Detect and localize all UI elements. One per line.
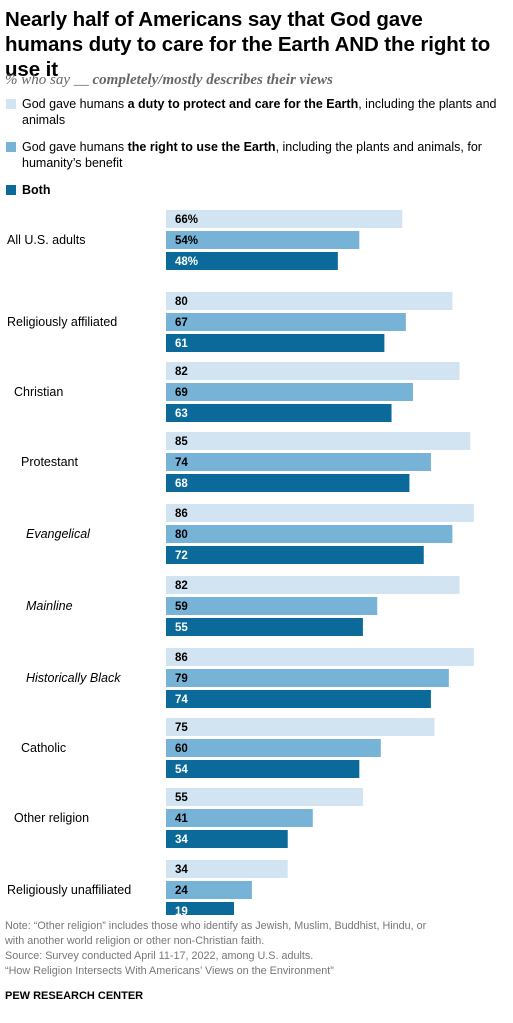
source-organization: PEW RESEARCH CENTER <box>5 990 144 1002</box>
subtitle-emphasis: completely/mostly describes their views <box>92 72 333 88</box>
value-label: 66% <box>175 214 198 226</box>
bar-both <box>166 546 424 564</box>
bar-both <box>166 334 385 352</box>
value-label: 72 <box>175 550 188 562</box>
value-label: 69 <box>175 387 188 399</box>
value-label: 82 <box>175 580 188 592</box>
bar-both <box>166 690 431 708</box>
bar-duty <box>166 504 474 522</box>
legend-swatch-duty <box>6 99 16 109</box>
bar-right <box>166 313 406 331</box>
value-label: 24 <box>175 885 188 897</box>
category-label: Historically Black <box>26 671 121 685</box>
legend-label-both: Both <box>22 183 51 197</box>
chart-notes: Note: “Other religion” includes those wh… <box>5 919 510 979</box>
chart-subtitle: % who say __ completely/mostly describes… <box>5 72 333 89</box>
value-label: 34 <box>175 834 188 846</box>
bar-right <box>166 881 252 899</box>
bar-both <box>166 618 363 636</box>
bar-duty <box>166 362 460 380</box>
bar-right <box>166 597 378 615</box>
bar-chart: All U.S. adults 66% 54% 48% Religiously affi… <box>7 210 474 915</box>
subtitle-prefix: % who say __ <box>5 72 93 88</box>
bar-duty <box>166 432 471 450</box>
bar-duty <box>166 292 453 310</box>
category-label: Evangelical <box>26 527 91 541</box>
legend-item-right: God gave humans the right to use the Ear… <box>6 139 501 171</box>
category-label: Other religion <box>14 811 89 825</box>
value-label: 79 <box>175 673 188 685</box>
bar-right <box>166 453 431 471</box>
bar-duty <box>166 210 403 228</box>
legend-label-right: God gave humans the right to use the Ear… <box>22 140 482 170</box>
bar-both <box>166 404 392 422</box>
value-label: 48% <box>175 256 198 268</box>
value-label: 54% <box>175 235 198 247</box>
bar-right <box>166 525 453 543</box>
report-title-line: “How Religion Intersects With Americans’… <box>5 965 334 977</box>
value-label: 74 <box>175 694 188 706</box>
category-label: Catholic <box>21 741 66 755</box>
category-label: Christian <box>14 385 63 399</box>
value-label: 41 <box>175 813 188 825</box>
source-line: Source: Survey conducted April 11-17, 20… <box>5 950 314 962</box>
value-label: 74 <box>175 457 188 469</box>
category-label: Protestant <box>21 455 79 469</box>
bar-right <box>166 809 313 827</box>
note-line: Note: “Other religion” includes those wh… <box>5 920 427 932</box>
value-label: 59 <box>175 601 188 613</box>
value-label: 60 <box>175 743 188 755</box>
legend-swatch-right <box>6 142 16 152</box>
value-label: 86 <box>175 652 188 664</box>
bar-both <box>166 252 338 270</box>
bar-duty <box>166 718 435 736</box>
value-label: 54 <box>175 764 188 776</box>
legend-item-both: Both <box>6 182 501 198</box>
chart-title: Nearly half of Americans say that God ga… <box>5 8 491 81</box>
value-label: 34 <box>175 864 188 876</box>
value-label: 82 <box>175 366 188 378</box>
bar-right <box>166 231 360 249</box>
value-label: 55 <box>175 622 188 634</box>
value-label: 80 <box>175 296 188 308</box>
value-label: 80 <box>175 529 188 541</box>
bar-both <box>166 902 235 915</box>
bar-right <box>166 739 381 757</box>
bar-both <box>166 474 410 492</box>
bar-duty <box>166 648 474 666</box>
value-label: 75 <box>175 722 188 734</box>
category-label: Religiously affiliated <box>7 315 117 329</box>
legend-swatch-both <box>6 185 16 195</box>
bar-duty <box>166 576 460 594</box>
bar-right <box>166 669 449 687</box>
category-label: Mainline <box>26 599 73 613</box>
legend-label-duty: God gave humans a duty to protect and ca… <box>22 97 497 127</box>
legend-item-duty: God gave humans a duty to protect and ca… <box>6 96 501 128</box>
bar-duty <box>166 860 288 878</box>
value-label: 63 <box>175 408 188 420</box>
value-label: 61 <box>175 338 188 350</box>
value-label: 68 <box>175 478 188 490</box>
value-label: 55 <box>175 792 188 804</box>
bar-duty <box>166 788 363 806</box>
value-label: 67 <box>175 317 188 329</box>
value-label: 85 <box>175 436 188 448</box>
note-line: with another world religion or other non… <box>5 935 265 947</box>
bar-right <box>166 383 414 401</box>
bar-both <box>166 760 360 778</box>
category-label: Religiously unaffiliated <box>7 883 131 897</box>
value-label: 19 <box>175 906 188 915</box>
bar-both <box>166 830 288 848</box>
category-label: All U.S. adults <box>7 233 86 247</box>
value-label: 86 <box>175 508 188 520</box>
